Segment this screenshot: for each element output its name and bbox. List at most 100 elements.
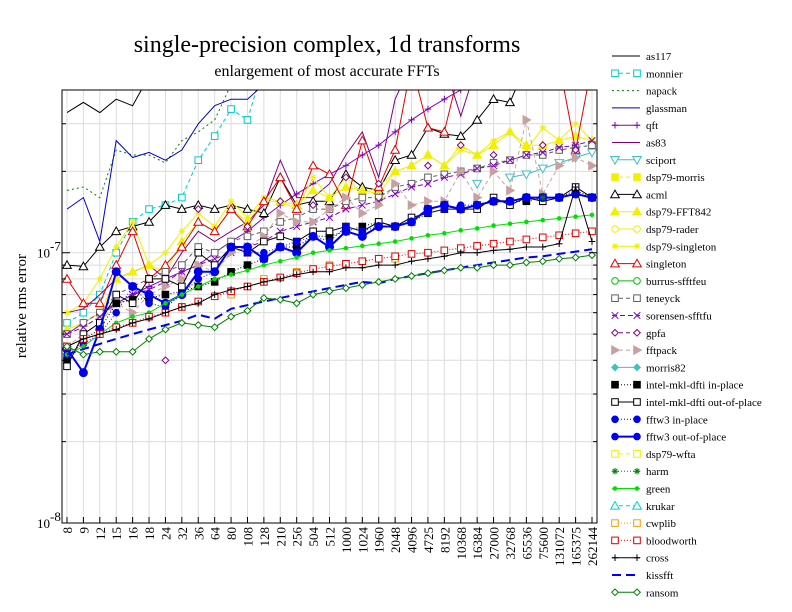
- data-point: [538, 257, 547, 266]
- legend-label: intel-mkl-dfti in-place: [646, 380, 744, 392]
- data-point: [423, 161, 432, 170]
- data-point: [194, 299, 202, 307]
- legend-entry: sorensen-sfftfu: [611, 311, 712, 323]
- data-point: [587, 251, 597, 260]
- data-point: [211, 291, 218, 298]
- data-point: [129, 319, 136, 327]
- data-point: [505, 196, 515, 206]
- data-point: [471, 114, 483, 124]
- data-point: [555, 160, 565, 171]
- series-as83: [66, 90, 470, 314]
- data-point: [242, 242, 252, 252]
- data-point: [309, 216, 319, 228]
- data-point: [375, 141, 383, 149]
- data-point: [633, 225, 641, 233]
- data-point: [522, 235, 531, 244]
- data-point: [611, 311, 619, 320]
- legend-label: burrus-sfftfeu: [646, 276, 707, 288]
- data-point: [374, 222, 384, 232]
- data-point: [589, 61, 596, 68]
- data-point: [472, 200, 482, 210]
- data-point: [161, 275, 170, 283]
- x-tick-label: 165375: [569, 527, 584, 566]
- data-point: [195, 284, 201, 289]
- data-point: [391, 190, 399, 198]
- legend-entry: cross: [611, 553, 669, 565]
- data-point: [490, 247, 497, 254]
- x-tick-label: 36: [191, 527, 206, 541]
- data-point: [161, 356, 170, 365]
- data-point: [276, 197, 285, 206]
- x-tick-label: 75600: [536, 527, 551, 560]
- legend-label: glassman: [646, 103, 687, 115]
- data-point: [521, 170, 532, 180]
- x-tick-label: 12: [93, 527, 108, 540]
- data-point: [423, 269, 432, 278]
- y-tick-exponent: -7: [50, 239, 61, 254]
- data-point: [178, 193, 186, 202]
- data-point: [275, 172, 286, 182]
- data-point: [634, 486, 640, 491]
- data-point: [633, 344, 643, 356]
- legend-entry: dsp79-FFT842: [609, 206, 711, 219]
- x-tick-label: 18: [142, 527, 157, 540]
- legend-label: fftw3 out-of-place: [646, 432, 726, 444]
- data-point: [193, 216, 204, 226]
- series-line: [66, 90, 257, 324]
- data-point: [611, 415, 619, 424]
- data-point: [310, 250, 316, 256]
- data-point: [276, 295, 285, 304]
- data-point: [588, 60, 597, 68]
- data-point: [342, 264, 350, 272]
- data-point: [440, 170, 449, 179]
- data-point: [522, 151, 531, 159]
- data-point: [633, 243, 641, 250]
- series-line: [66, 230, 593, 347]
- data-point: [490, 137, 497, 144]
- data-point: [209, 203, 220, 213]
- legend-entry: intel-mkl-dfti in-place: [611, 380, 744, 392]
- data-point: [340, 181, 352, 191]
- data-point: [473, 242, 481, 250]
- data-point: [439, 200, 449, 210]
- data-point: [633, 519, 641, 527]
- data-point: [555, 146, 563, 154]
- x-tick-label: 1024: [355, 527, 370, 554]
- data-point: [79, 323, 88, 331]
- data-point: [176, 241, 188, 251]
- data-point: [309, 290, 318, 299]
- data-point: [326, 194, 333, 201]
- data-point: [178, 261, 186, 269]
- legend-entry: bloodworth: [611, 535, 697, 547]
- legend-entry: fftpack: [611, 344, 677, 357]
- data-point: [633, 536, 641, 545]
- data-point: [611, 432, 619, 441]
- data-point: [610, 363, 620, 372]
- data-point: [326, 268, 333, 276]
- y-tick-label: 10: [37, 516, 50, 531]
- data-point: [242, 203, 253, 213]
- data-point: [161, 325, 170, 334]
- data-point: [178, 303, 186, 311]
- data-point: [94, 241, 105, 251]
- data-point: [392, 239, 398, 244]
- legend-label: as83: [646, 138, 667, 150]
- legend-entry: morris82: [610, 362, 686, 374]
- data-point: [471, 179, 483, 190]
- data-point: [539, 243, 547, 251]
- series-glassman: [66, 90, 259, 244]
- y-axis-label: relative rms error: [14, 254, 30, 358]
- x-tick-label: 80: [224, 527, 239, 540]
- data-point: [309, 174, 317, 181]
- data-point: [609, 206, 621, 216]
- data-point: [374, 179, 383, 188]
- data-point: [474, 226, 480, 231]
- data-point: [473, 151, 481, 159]
- data-point: [555, 60, 564, 68]
- data-point: [504, 97, 516, 107]
- data-point: [539, 148, 547, 157]
- data-point: [457, 61, 464, 68]
- data-point: [489, 196, 499, 206]
- data-point: [359, 151, 366, 159]
- data-point: [178, 273, 188, 285]
